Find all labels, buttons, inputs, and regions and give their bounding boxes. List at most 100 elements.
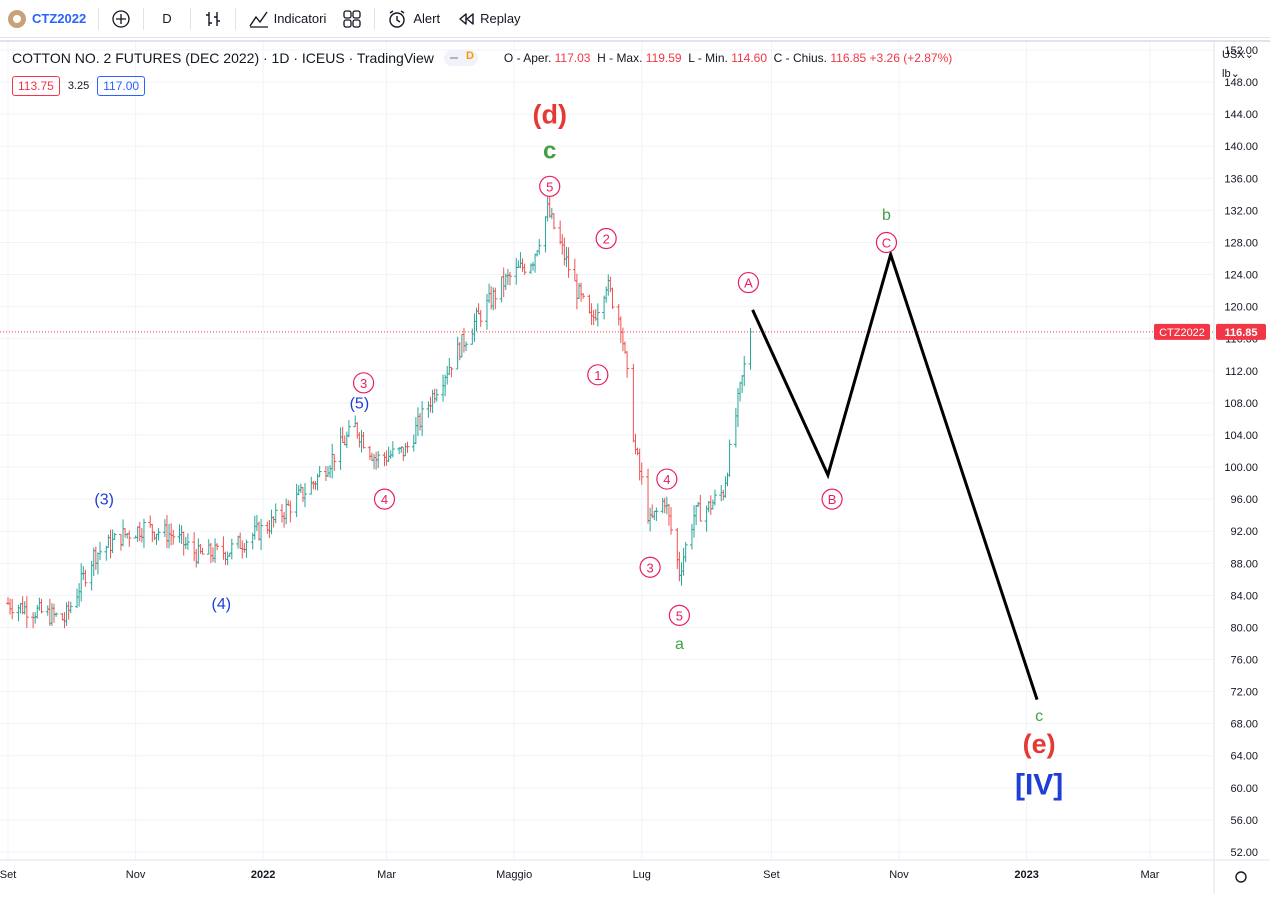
price-bar xyxy=(39,598,44,614)
price-bar xyxy=(520,258,525,272)
price-bar xyxy=(60,612,65,621)
price-bar xyxy=(530,261,535,271)
price-bar xyxy=(317,466,322,478)
toolbar-divider xyxy=(98,7,100,30)
change-value: +3.26 (+2.87%) xyxy=(869,51,953,65)
chart-area[interactable]: 52.00 56.00 60.00 64.00 68.00 72.00 76.00 80.00… xyxy=(0,40,1270,894)
wave-label: [IV] xyxy=(1015,768,1063,801)
wave-label: 3 xyxy=(639,556,661,578)
price-bar xyxy=(587,294,592,314)
replay-button[interactable]: Replay xyxy=(448,0,528,38)
unit-dropdown[interactable]: lb⌄ xyxy=(1222,65,1254,84)
price-bar xyxy=(342,435,347,446)
wave-label-text: 4 xyxy=(663,472,670,487)
price-bar xyxy=(572,258,577,282)
price-bar xyxy=(420,401,425,437)
price-bar xyxy=(501,267,506,298)
bid-button[interactable]: 113.75 xyxy=(12,76,60,96)
price-bar xyxy=(323,466,328,481)
wave-label: 4 xyxy=(373,488,396,510)
wave-label: 3 xyxy=(352,372,375,394)
price-bar xyxy=(346,420,351,438)
price-bar xyxy=(47,598,52,626)
price-bar xyxy=(93,546,98,570)
price-bar xyxy=(20,596,25,615)
wave-label-text: (3) xyxy=(94,492,114,509)
price-bar xyxy=(271,516,276,528)
bid-ask-panel: 113.75 3.25 117.00 xyxy=(12,76,146,96)
price-tick-label: 140.00 xyxy=(1224,141,1258,153)
price-bar xyxy=(152,531,157,541)
price-bar xyxy=(169,523,174,546)
price-bar xyxy=(267,519,272,539)
price-bar xyxy=(338,427,343,470)
alert-button[interactable]: Alert xyxy=(379,0,448,38)
price-bar xyxy=(533,253,538,273)
price-bar xyxy=(330,443,335,479)
currency-dropdown[interactable]: USX⌄ xyxy=(1222,46,1254,65)
price-tick-label: 92.00 xyxy=(1230,526,1258,538)
price-bar xyxy=(384,450,389,466)
price-bar xyxy=(694,505,699,526)
price-bar xyxy=(464,341,469,352)
price-bar xyxy=(646,468,651,524)
close-label: C - Chius. xyxy=(773,51,828,65)
unit-label: lb xyxy=(1222,68,1231,80)
compare-button[interactable] xyxy=(103,0,139,38)
price-bar xyxy=(547,196,552,218)
price-tick-label: 72.00 xyxy=(1230,687,1258,699)
alert-label: Alert xyxy=(413,11,441,26)
chart-type-button[interactable] xyxy=(195,0,231,38)
toolbar-divider xyxy=(143,7,145,30)
price-bar xyxy=(602,295,607,320)
price-bar xyxy=(637,448,642,481)
wave-label: C xyxy=(875,231,898,254)
symbol-search[interactable]: CTZ2022 xyxy=(0,0,94,38)
indicators-button[interactable]: Indicatori xyxy=(240,0,335,38)
price-axis: 52.00 56.00 60.00 64.00 68.00 72.00 76.00 80.00… xyxy=(1224,45,1258,859)
symbol-label: CTZ2022 xyxy=(32,11,87,26)
wave-label-text: c xyxy=(1035,708,1043,725)
time-tick-label: Maggio xyxy=(496,869,532,881)
price-bar xyxy=(359,429,364,453)
wave-label-text: 3 xyxy=(646,560,653,575)
layouts-button[interactable] xyxy=(334,0,370,38)
price-chart[interactable]: 52.00 56.00 60.00 64.00 68.00 72.00 76.00 80.00… xyxy=(0,42,1270,894)
price-bar xyxy=(213,538,218,563)
price-bar xyxy=(581,293,586,299)
legend-badge[interactable]: D xyxy=(443,50,478,66)
price-bar xyxy=(449,366,454,378)
high-value: 119.59 xyxy=(645,51,682,65)
wave-label-circle xyxy=(875,231,898,254)
wave-label-text: a xyxy=(675,636,684,653)
last-price-symbol-tag xyxy=(1154,323,1210,340)
price-bar xyxy=(648,507,653,532)
price-bar xyxy=(696,501,701,508)
price-bar xyxy=(748,327,753,370)
price-bar xyxy=(704,505,709,532)
price-bar xyxy=(265,521,270,534)
replay-label: Replay xyxy=(480,11,521,26)
price-bar xyxy=(577,282,581,300)
price-bar xyxy=(625,351,630,378)
price-bar xyxy=(620,327,625,352)
price-bar xyxy=(447,357,452,376)
toolbar-divider xyxy=(374,7,376,30)
price-bar xyxy=(98,541,103,561)
wave-label-text: (4) xyxy=(212,596,232,613)
price-tick-label: 84.00 xyxy=(1230,590,1258,602)
price-tick-label: 76.00 xyxy=(1230,655,1258,667)
interval-button[interactable]: D xyxy=(162,11,172,26)
wave-label: b xyxy=(882,207,891,224)
price-bar xyxy=(141,518,146,548)
wave-label: A xyxy=(737,271,760,294)
price-bar xyxy=(273,503,278,524)
last-price-symbol-text: CTZ2022 xyxy=(1159,327,1205,339)
price-bar xyxy=(123,528,128,538)
ask-button[interactable]: 117.00 xyxy=(97,76,146,96)
price-bar xyxy=(162,519,167,538)
price-bar xyxy=(121,519,126,547)
price-bar xyxy=(254,514,259,532)
wave-label-text: 1 xyxy=(594,368,601,383)
